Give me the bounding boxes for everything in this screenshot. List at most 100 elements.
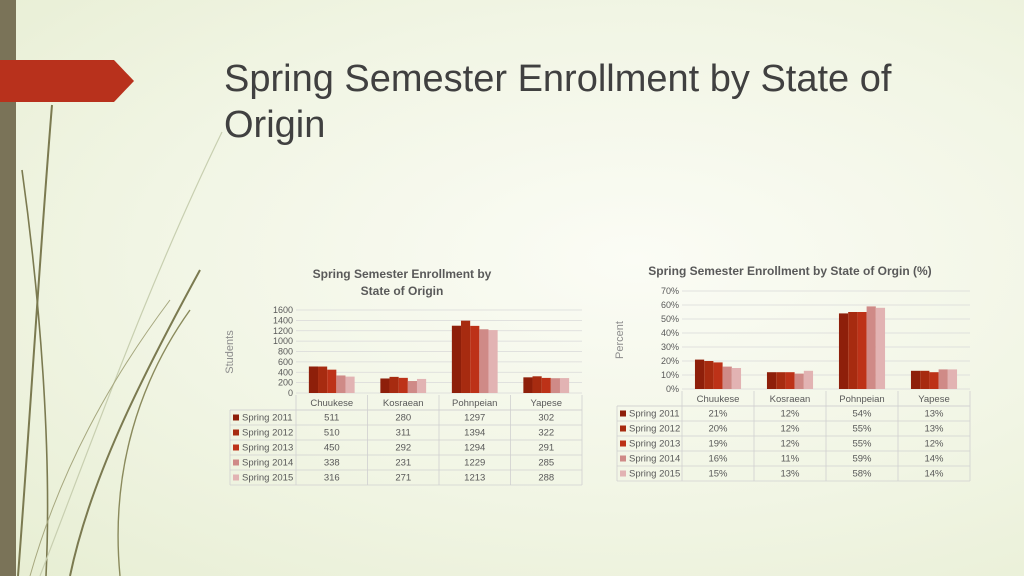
chart2-table-value: 58% xyxy=(852,469,872,480)
chart2-table-value: 16% xyxy=(708,454,728,465)
chart1-legend-swatch xyxy=(233,474,239,481)
chart2-table-value: 55% xyxy=(852,424,872,435)
chart1-ytick-label: 1000 xyxy=(273,336,293,346)
chart1-legend-swatch xyxy=(233,429,239,436)
chart1-category-label: Kosraean xyxy=(383,398,424,409)
chart2-table-value: 12% xyxy=(924,439,944,450)
chart1-bar xyxy=(451,325,462,393)
chart1-bar xyxy=(550,378,560,393)
chart1-ytick-label: 600 xyxy=(278,357,293,367)
chart1-table-value: 1394 xyxy=(464,428,485,439)
chart1-table-value: 1294 xyxy=(464,443,485,454)
chart1-table-value: 271 xyxy=(395,473,411,484)
chart1-ytick-label: 1600 xyxy=(273,305,293,315)
left-accent-bar xyxy=(0,0,16,576)
chart2-bar xyxy=(794,373,804,389)
chart2-bar xyxy=(910,370,921,389)
chart2-table-value: 55% xyxy=(852,439,872,450)
chart2-table-value: 59% xyxy=(852,454,872,465)
chart2-ytick-label: 50% xyxy=(661,314,679,324)
chart2-bar xyxy=(722,366,732,389)
chart1-table-value: 280 xyxy=(395,413,411,424)
chart1-table-value: 291 xyxy=(538,443,554,454)
chart2-bar xyxy=(920,370,930,389)
chart2-table-value: 12% xyxy=(780,439,800,450)
chart2-category-label: Yapese xyxy=(918,394,950,405)
chart2-bar xyxy=(875,307,886,389)
chart2-legend-label: Spring 2012 xyxy=(629,424,680,435)
chart2-table-value: 12% xyxy=(780,409,800,420)
chart1-legend-label: Spring 2014 xyxy=(242,458,293,469)
chart1-bar xyxy=(470,325,480,393)
chart1-legend-label: Spring 2011 xyxy=(242,413,293,424)
chart2-legend-label: Spring 2011 xyxy=(629,409,680,420)
chart2-table-value: 13% xyxy=(924,424,944,435)
chart2-title: Spring Semester Enrollment by State of O… xyxy=(648,264,932,278)
chart1-ytick-label: 0 xyxy=(288,388,293,398)
chart2-table-value: 14% xyxy=(924,454,944,465)
chart2-table-value: 13% xyxy=(924,409,944,420)
chart2-bar xyxy=(766,372,777,389)
chart1-legend-swatch xyxy=(233,444,239,451)
chart1-bar xyxy=(559,378,570,393)
chart2-legend-swatch xyxy=(620,470,626,477)
chart2-bar xyxy=(785,372,795,389)
chart2-bar xyxy=(938,369,948,389)
chart1-table-value: 322 xyxy=(538,428,554,439)
chart1-ytick-label: 1200 xyxy=(273,326,293,336)
chart2-table-value: 20% xyxy=(708,424,728,435)
chart1-table-value: 231 xyxy=(395,458,411,469)
chart1-bar xyxy=(318,366,328,393)
chart1-bar xyxy=(407,381,417,393)
chart2-bar xyxy=(704,361,714,389)
slide-title: Spring Semester Enrollment by State of O… xyxy=(224,58,892,146)
chart1-bar xyxy=(488,330,498,393)
chart1-bar xyxy=(532,376,542,393)
chart2-bar xyxy=(929,372,939,389)
decorative-vines xyxy=(17,104,223,576)
chart1-legend-swatch xyxy=(233,459,239,466)
chart2-bar xyxy=(776,372,786,389)
chart1-table-value: 450 xyxy=(324,443,340,454)
chart1-table-value: 1229 xyxy=(464,458,485,469)
chart1-bar xyxy=(461,320,471,393)
chart2-bar xyxy=(857,312,867,389)
chart1-bar xyxy=(479,329,489,393)
chart2-table-value: 11% xyxy=(781,454,800,465)
chart1-table-value: 1297 xyxy=(464,413,485,424)
chart1-table-value: 292 xyxy=(395,443,411,454)
chart2-ytick-label: 70% xyxy=(661,286,679,296)
chart2-bar xyxy=(694,359,705,389)
chart2-bar xyxy=(731,368,742,389)
chart1-title: Spring Semester Enrollment by State of O… xyxy=(312,267,492,298)
chart2-category-label: Pohnpeian xyxy=(839,394,884,405)
chart2-table-value: 13% xyxy=(780,469,800,480)
chart2-table-value: 54% xyxy=(852,409,872,420)
title-accent-tab xyxy=(0,60,134,102)
chart2-ytick-label: 20% xyxy=(661,356,679,366)
chart2-legend-swatch xyxy=(620,425,626,432)
chart2-bar xyxy=(713,362,723,389)
chart2-table-value: 14% xyxy=(924,469,944,480)
chart2-legend-swatch xyxy=(620,410,626,417)
chart2-legend-swatch xyxy=(620,440,626,447)
chart2-percent: 70% 60% 50% 40% 30% 20% 10% 0% Chuukese Kosraean P… xyxy=(616,286,971,482)
chart2-bar xyxy=(866,306,876,389)
chart1-ytick-label: 400 xyxy=(278,367,293,377)
chart1-ytick-label: 800 xyxy=(278,347,293,357)
chart1-table-value: 510 xyxy=(324,428,340,439)
chart1-table-value: 316 xyxy=(324,473,340,484)
chart1-bar xyxy=(345,376,355,393)
chart2-bar xyxy=(947,369,958,389)
chart1-bar xyxy=(389,376,399,393)
chart2-ytick-label: 60% xyxy=(661,300,679,310)
chart1-table-value: 1213 xyxy=(464,473,485,484)
chart2-legend-label: Spring 2015 xyxy=(629,469,680,480)
chart1-table-value: 285 xyxy=(538,458,554,469)
chart2-ytick-label: 30% xyxy=(661,342,679,352)
chart2-table-value: 19% xyxy=(708,439,728,450)
chart2-category-label: Chuukese xyxy=(697,394,740,405)
chart2-ytick-label: 0% xyxy=(666,384,679,394)
chart2-bar xyxy=(803,370,814,389)
